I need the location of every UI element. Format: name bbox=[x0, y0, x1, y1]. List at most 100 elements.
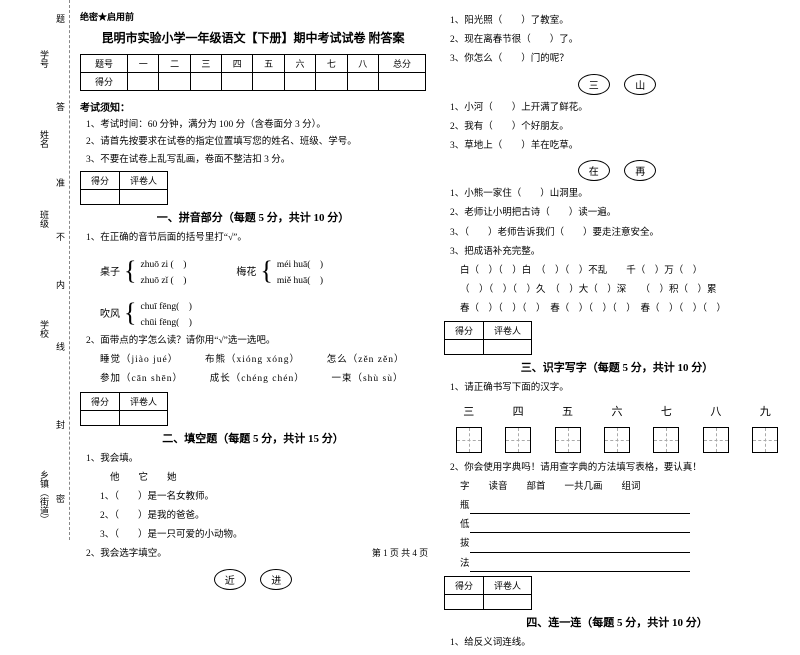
char: 三 bbox=[463, 403, 474, 419]
opt: chūi fēng( ) bbox=[140, 314, 191, 328]
margin-char: 内 bbox=[56, 278, 65, 291]
sidebar-label: 班级 bbox=[38, 210, 51, 228]
idiom-3: 春（ ）（ ）（ ） 春（ ）（ ）（ ） 春（ ）（ ）（ ） bbox=[460, 302, 790, 317]
th: 二 bbox=[159, 55, 190, 73]
tianzige-row bbox=[444, 427, 790, 453]
r-l3: 3、你怎么（ ）门的呢？ bbox=[450, 52, 790, 67]
oval-choice: 再 bbox=[624, 160, 656, 181]
q3-2: 2、你会使用字典吗！请用查字典的方法填写表格，要认真！ bbox=[450, 461, 790, 476]
dict-row: 瓶 bbox=[460, 499, 790, 514]
section-4-title: 四、连一连（每题 5 分，共计 10 分） bbox=[444, 614, 790, 630]
brace-label: 桌子 bbox=[100, 263, 120, 278]
q1-2a: 睡觉（jiào jué） 布熊（xióng xóng） 怎么（zěn zěn） bbox=[100, 353, 426, 368]
fill-line bbox=[470, 521, 690, 533]
r-l9: 3、（ ）老师告诉我们（ ）要走注意安全。 bbox=[450, 226, 790, 241]
td: 得分 bbox=[81, 73, 128, 91]
idiom-1: 白（ ）（ ）白 （ ）（ ）不乱 千（ ）万（ ） bbox=[460, 264, 790, 279]
r-l5: 2、我有（ ）个好朋友。 bbox=[450, 120, 790, 135]
mt-c: 评卷人 bbox=[484, 322, 532, 340]
mt-c: 评卷人 bbox=[120, 392, 168, 410]
mark-table: 得分评卷人 bbox=[444, 321, 532, 355]
char: 五 bbox=[562, 403, 573, 419]
oval-choice: 山 bbox=[624, 74, 656, 95]
brace-icon: { bbox=[124, 303, 136, 324]
brace-icon: { bbox=[260, 261, 272, 282]
margin-char: 不 bbox=[56, 230, 65, 243]
tianzige-box bbox=[703, 427, 729, 453]
r-l1: 1、阳光照（ ）了教室。 bbox=[450, 14, 790, 29]
r-q3: 3、把成语补充完整。 bbox=[450, 245, 790, 260]
r-l4: 1、小河（ ）上开满了鲜花。 bbox=[450, 101, 790, 116]
mt-c: 得分 bbox=[445, 576, 484, 594]
dict-char: 瓶 bbox=[460, 501, 470, 511]
tianzige-box bbox=[456, 427, 482, 453]
tianzige-box bbox=[752, 427, 778, 453]
oval-choice: 三 bbox=[578, 74, 610, 95]
tianzige-box bbox=[653, 427, 679, 453]
oval-row: 近 进 bbox=[80, 567, 426, 592]
margin-char: 题 bbox=[56, 12, 65, 25]
oval-choice: 进 bbox=[260, 569, 292, 590]
sidebar-label: 乡镇（街道） bbox=[38, 470, 51, 524]
oval-choice: 近 bbox=[214, 569, 246, 590]
char: 六 bbox=[611, 403, 622, 419]
th: 四 bbox=[222, 55, 253, 73]
mark-table: 得分评卷人 bbox=[444, 576, 532, 610]
mark-table: 得分评卷人 bbox=[80, 392, 168, 426]
char-row: 三 四 五 六 七 八 九 bbox=[444, 403, 790, 419]
fill-line bbox=[470, 560, 690, 572]
r-l7: 1、小熊一家住（ ）山洞里。 bbox=[450, 187, 790, 202]
mt-c: 评卷人 bbox=[484, 576, 532, 594]
q3-1: 1、请正确书写下面的汉字。 bbox=[450, 381, 790, 396]
brace-meihua: 梅花 { méi huā( ) miě huā( ) bbox=[236, 256, 323, 286]
q1-2: 2、面带点的字怎么读？请你用“√”选一选吧。 bbox=[86, 334, 426, 349]
dict-row: 低 bbox=[460, 518, 790, 533]
idiom-2: （ ）（ ）（ ）久 （ ）大（ ）深 （ ）积（ ）累 bbox=[460, 283, 790, 298]
dict-char: 法 bbox=[460, 559, 470, 569]
brace-label: 吹风 bbox=[100, 305, 120, 320]
brace-icon: { bbox=[124, 261, 136, 282]
q2-opts: 他 它 她 bbox=[110, 471, 426, 486]
dict-char: 低 bbox=[460, 520, 470, 530]
margin-char: 答 bbox=[56, 100, 65, 113]
rule: 3、不要在试卷上乱写乱画，卷面不整洁扣 3 分。 bbox=[86, 153, 426, 167]
sidebar-label: 姓名 bbox=[38, 130, 51, 148]
section-1-title: 一、拼音部分（每题 5 分，共计 10 分） bbox=[80, 209, 426, 225]
opt: chuī fēng( ) bbox=[140, 298, 191, 312]
char: 九 bbox=[760, 403, 771, 419]
th: 六 bbox=[284, 55, 315, 73]
secret-marking: 绝密★启用前 bbox=[80, 10, 426, 23]
tianzige-box bbox=[555, 427, 581, 453]
brace-chuifeng: 吹风 { chuī fēng( ) chūi fēng( ) bbox=[100, 298, 426, 328]
r-l2: 2、现在离春节很（ ）了。 bbox=[450, 33, 790, 48]
page-number: 第 1 页 共 4 页 bbox=[0, 546, 800, 559]
th: 一 bbox=[128, 55, 159, 73]
rule: 1、考试时间：60 分钟，满分为 100 分（含卷面分 3 分）。 bbox=[86, 118, 426, 132]
margin-char: 封 bbox=[56, 418, 65, 431]
q2-l3: 3、（ ）是一只可爱的小动物。 bbox=[100, 528, 426, 543]
oval-row: 三 山 bbox=[444, 72, 790, 97]
exam-notice-heading: 考试须知： bbox=[80, 99, 426, 114]
mt-c: 得分 bbox=[81, 392, 120, 410]
char: 八 bbox=[710, 403, 721, 419]
rule: 2、请首先按要求在试卷的指定位置填写您的姓名、班级、学号。 bbox=[86, 135, 426, 149]
q1-2b: 参加（cān shēn） 成长（chéng chén） 一束（shù sù） bbox=[100, 372, 426, 387]
section-3-title: 三、识字写字（每题 5 分，共计 10 分） bbox=[444, 359, 790, 375]
th: 总分 bbox=[378, 55, 425, 73]
opt: miě huā( ) bbox=[277, 272, 323, 286]
char: 七 bbox=[661, 403, 672, 419]
binding-sidebar: 学号 姓名 班级 学校 乡镇（街道） 题 答 准 不 内 线 封 密 bbox=[0, 0, 70, 540]
q1-1: 1、在正确的音节后面的括号里打“√”。 bbox=[86, 231, 426, 246]
sidebar-label: 学号 bbox=[38, 50, 51, 68]
dict-header: 字 读音 部首 一共几画 组词 bbox=[460, 480, 790, 495]
mt-c: 评卷人 bbox=[120, 171, 168, 189]
th: 题号 bbox=[81, 55, 128, 73]
mt-c: 得分 bbox=[445, 322, 484, 340]
char: 四 bbox=[513, 403, 524, 419]
q2-l1: 1、（ ）是一名女教师。 bbox=[100, 490, 426, 505]
margin-char: 准 bbox=[56, 176, 65, 189]
th: 三 bbox=[190, 55, 221, 73]
opt: méi huā( ) bbox=[277, 256, 323, 270]
q4-1: 1、给反义词连线。 bbox=[450, 636, 790, 651]
fill-line bbox=[470, 502, 690, 514]
